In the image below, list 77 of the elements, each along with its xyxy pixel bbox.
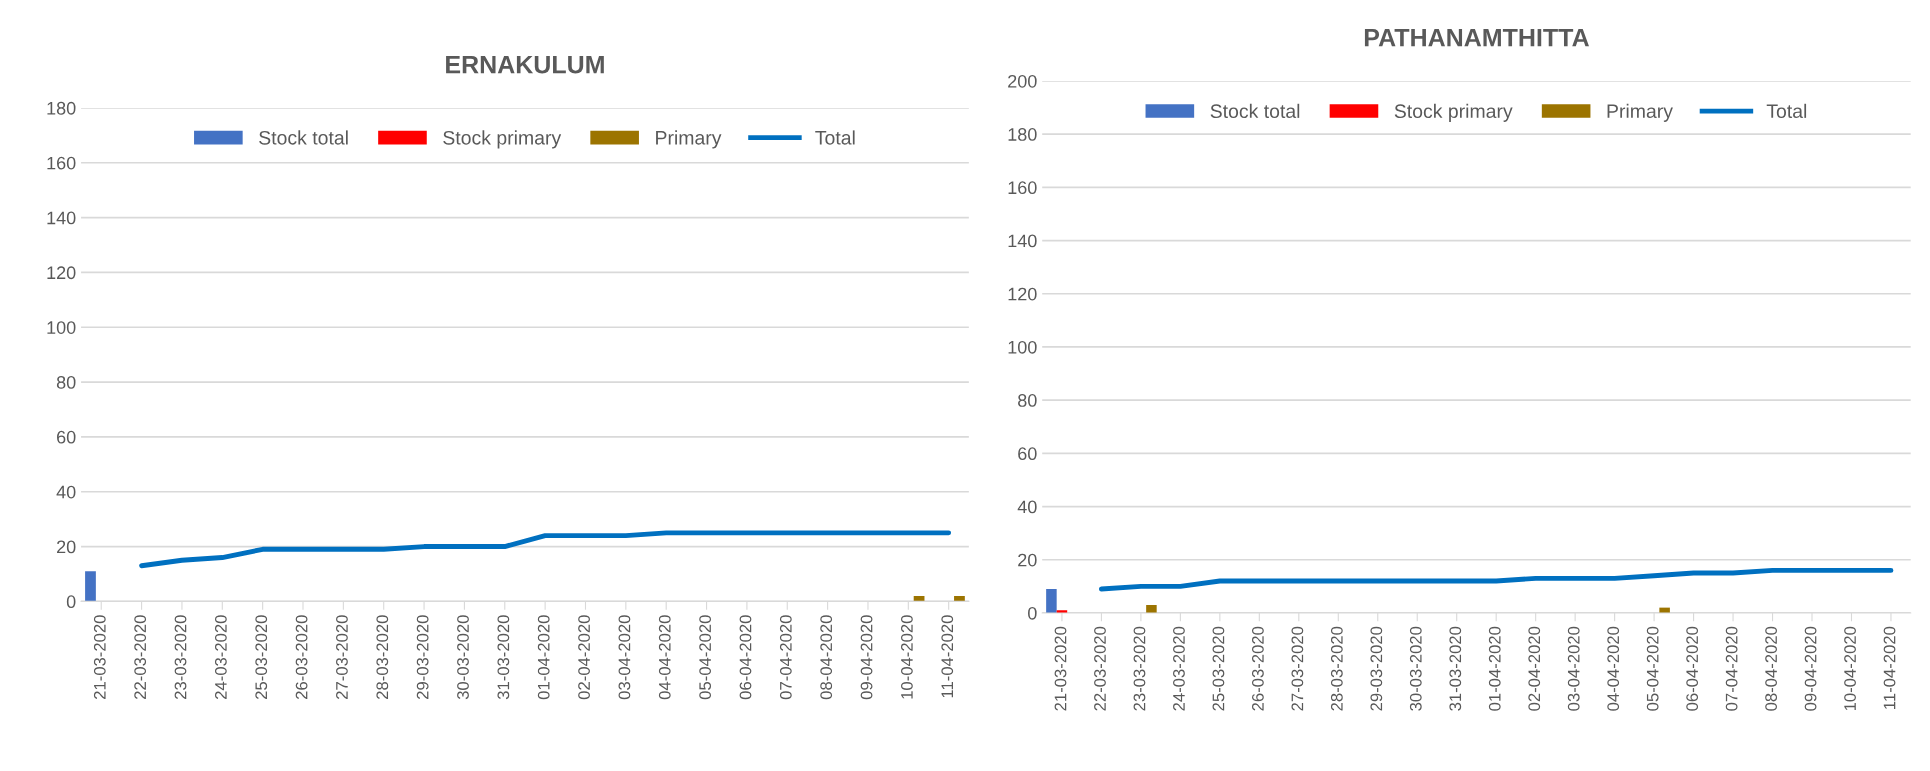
- x-tick-label: 05-04-2020: [1646, 626, 1659, 711]
- x-tick-label: 02-04-2020: [578, 615, 590, 700]
- x-tick-label: 01-04-2020: [1488, 626, 1501, 711]
- x-tick-label: 09-04-2020: [860, 615, 873, 700]
- y-tick-label: 120: [47, 266, 76, 280]
- x-tick-label: 06-04-2020: [1686, 626, 1699, 711]
- y-tick-label: 120: [1008, 287, 1037, 301]
- x-tick-label: 22-03-2020: [134, 615, 147, 699]
- legend-label: Stock primary: [1394, 103, 1513, 122]
- y-tick-label: 20: [1018, 553, 1037, 567]
- x-tick-label: 25-03-2020: [1212, 626, 1225, 711]
- chart-title: ERNAKULUM: [446, 56, 604, 74]
- y-tick-label: 140: [47, 211, 76, 225]
- y-tick-label: 100: [1008, 340, 1037, 354]
- y-tick-label: 180: [1008, 128, 1037, 141]
- x-tick-label: 07-04-2020: [1725, 626, 1738, 711]
- x-tick-label: 23-03-2020: [1133, 626, 1146, 711]
- y-tick-label: 0: [66, 595, 76, 609]
- chart-title: PATHANAMTHITTA: [1364, 29, 1589, 47]
- legend-label: Stock total: [259, 130, 348, 145]
- x-tick-label: 31-03-2020: [497, 615, 510, 700]
- legend-label: Primary: [1607, 103, 1673, 122]
- x-tick-label: 02-04-2020: [1528, 626, 1541, 711]
- y-tick-label: 100: [47, 321, 76, 334]
- x-tick-label: 30-03-2020: [457, 615, 469, 700]
- x-tick-label: 26-03-2020: [1252, 626, 1264, 711]
- y-tick-label: 160: [1008, 181, 1037, 195]
- legend-label: Primary: [656, 130, 722, 149]
- x-tick-label: 31-03-2020: [1449, 626, 1462, 711]
- x-tick-label: 06-04-2020: [739, 615, 752, 700]
- x-tick-label: 07-04-2020: [779, 615, 792, 700]
- x-tick-label: 23-03-2020: [174, 615, 187, 699]
- x-tick-label: 10-04-2020: [901, 615, 913, 699]
- y-tick-label: 80: [1018, 394, 1037, 407]
- x-tick-label: 28-03-2020: [1330, 626, 1343, 711]
- legend-label: Total: [815, 130, 855, 145]
- x-tick-label: 11-04-2020: [1883, 626, 1896, 709]
- x-tick-label: 25-03-2020: [255, 615, 268, 699]
- x-tick-label: 04-04-2020: [658, 615, 671, 700]
- x-tick-label: 11-04-2020: [941, 615, 954, 698]
- x-tick-label: 03-04-2020: [618, 615, 631, 700]
- x-tick-label: 27-03-2020: [336, 615, 348, 699]
- y-tick-label: 40: [1017, 500, 1037, 514]
- y-tick-label: 20: [57, 540, 76, 554]
- x-tick-label: 09-04-2020: [1804, 626, 1817, 711]
- x-tick-label: 04-04-2020: [1607, 626, 1620, 711]
- x-tick-label: 24-03-2020: [214, 615, 227, 699]
- y-tick-label: 60: [1018, 447, 1037, 461]
- x-tick-label: 29-03-2020: [416, 615, 429, 699]
- y-tick-label: 80: [56, 376, 76, 389]
- y-tick-label: 140: [1008, 234, 1037, 248]
- x-tick-label: 26-03-2020: [295, 615, 308, 699]
- legend-label: Stock primary: [443, 130, 562, 149]
- x-tick-label: 10-04-2020: [1844, 626, 1856, 711]
- x-tick-label: 29-03-2020: [1370, 626, 1383, 711]
- line-series: [139, 530, 952, 569]
- x-tick-label: 28-03-2020: [376, 615, 389, 699]
- y-tick-label: 60: [57, 430, 76, 444]
- x-tick-label: 05-04-2020: [699, 615, 712, 700]
- y-tick-label: 40: [56, 485, 76, 499]
- x-tick-label: 08-04-2020: [820, 615, 833, 700]
- x-tick-label: 08-04-2020: [1765, 626, 1777, 711]
- legend-label: Stock total: [1210, 103, 1300, 119]
- x-tick-label: 03-04-2020: [1567, 626, 1580, 711]
- y-tick-label: 180: [47, 101, 76, 115]
- x-tick-label: 21-03-2020: [1054, 626, 1067, 711]
- y-tick-label: 0: [1028, 606, 1037, 620]
- x-tick-label: 30-03-2020: [1409, 626, 1422, 711]
- legend-label: Total: [1766, 103, 1807, 119]
- x-tick-label: 21-03-2020: [93, 615, 106, 699]
- x-tick-label: 01-04-2020: [537, 615, 550, 700]
- x-tick-label: 24-03-2020: [1173, 626, 1185, 711]
- x-tick-label: 27-03-2020: [1291, 626, 1304, 711]
- y-tick-label: 160: [47, 156, 76, 170]
- line-series: [1098, 567, 1894, 592]
- x-tick-label: 22-03-2020: [1094, 626, 1106, 711]
- y-tick-label: 200: [1008, 74, 1037, 88]
